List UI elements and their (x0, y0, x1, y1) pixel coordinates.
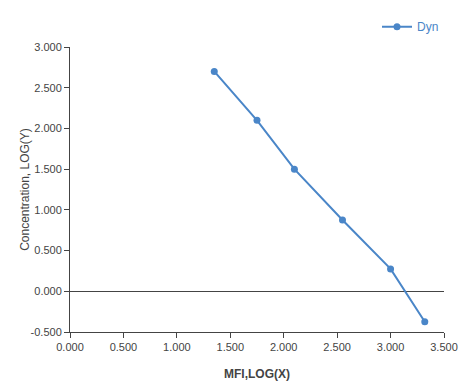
svg-text:-0.500: -0.500 (31, 326, 62, 338)
svg-text:1.500: 1.500 (217, 341, 245, 353)
svg-text:1.500: 1.500 (34, 163, 62, 175)
svg-text:2.000: 2.000 (270, 341, 298, 353)
svg-text:2.500: 2.500 (323, 341, 351, 353)
svg-text:3.500: 3.500 (430, 341, 458, 353)
svg-text:1.000: 1.000 (34, 204, 62, 216)
svg-text:0.500: 0.500 (34, 244, 62, 256)
svg-text:MFI,LOG(X): MFI,LOG(X) (224, 367, 290, 381)
svg-text:0.000: 0.000 (56, 341, 84, 353)
svg-text:2.500: 2.500 (34, 82, 62, 94)
svg-text:2.000: 2.000 (34, 122, 62, 134)
svg-text:1.000: 1.000 (163, 341, 191, 353)
svg-text:0.500: 0.500 (110, 341, 138, 353)
svg-text:0.000: 0.000 (34, 285, 62, 297)
svg-text:3.000: 3.000 (34, 41, 62, 53)
svg-text:Dyn: Dyn (417, 20, 438, 34)
svg-text:Concentration, LOG(Y): Concentration, LOG(Y) (18, 128, 32, 251)
svg-text:3.000: 3.000 (377, 341, 405, 353)
